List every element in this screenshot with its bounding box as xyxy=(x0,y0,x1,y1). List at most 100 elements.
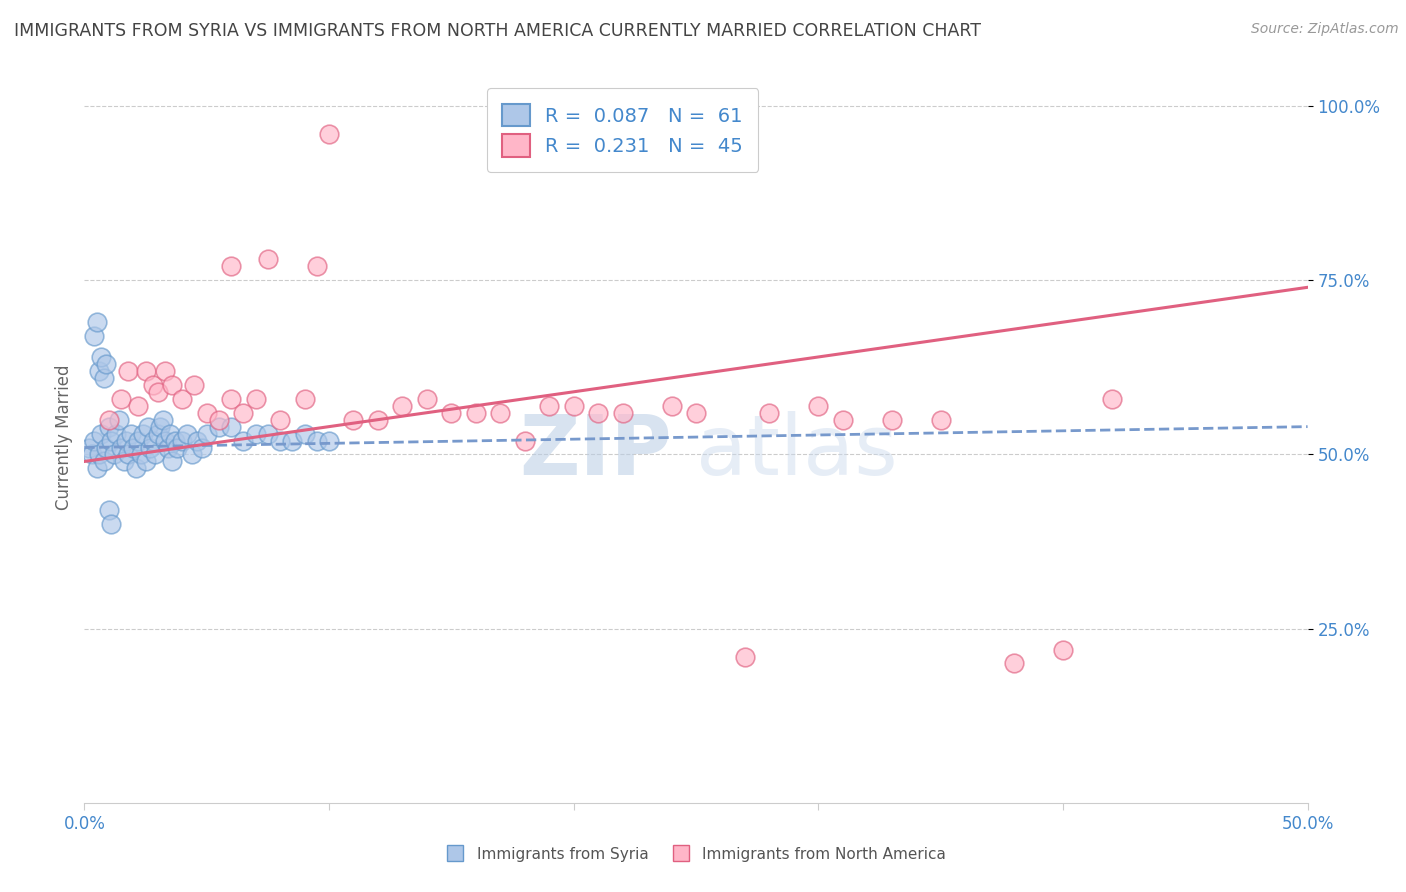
Point xyxy=(127,434,149,448)
Point xyxy=(105,426,128,441)
Point xyxy=(97,503,120,517)
Point xyxy=(219,260,242,274)
Point xyxy=(562,399,585,413)
Point xyxy=(232,434,254,448)
Point xyxy=(159,426,181,441)
Point xyxy=(143,448,166,462)
Point xyxy=(245,392,267,406)
Point xyxy=(100,517,122,532)
Point xyxy=(391,399,413,413)
Point xyxy=(831,412,853,426)
Point xyxy=(125,461,148,475)
Point xyxy=(294,392,316,406)
Point xyxy=(146,384,169,399)
Point xyxy=(807,399,830,413)
Point xyxy=(136,419,159,434)
Point xyxy=(142,434,165,448)
Point xyxy=(880,412,903,426)
Point xyxy=(318,434,340,448)
Point xyxy=(149,419,172,434)
Point xyxy=(97,419,120,434)
Point xyxy=(464,406,486,420)
Point xyxy=(139,441,162,455)
Point xyxy=(83,434,105,448)
Point xyxy=(183,377,205,392)
Point xyxy=(305,434,328,448)
Point xyxy=(586,406,609,420)
Point xyxy=(661,399,683,413)
Point xyxy=(146,426,169,441)
Point xyxy=(142,377,165,392)
Point xyxy=(163,434,186,448)
Point xyxy=(758,406,780,420)
Point xyxy=(172,392,194,406)
Point xyxy=(93,371,115,385)
Point xyxy=(538,399,561,413)
Point xyxy=(294,426,316,441)
Point xyxy=(135,454,157,468)
Point xyxy=(112,454,135,468)
Point xyxy=(281,434,304,448)
Point xyxy=(153,364,176,378)
Point xyxy=(87,364,110,378)
Point xyxy=(132,426,155,441)
Point xyxy=(195,426,218,441)
Point xyxy=(181,448,204,462)
Point xyxy=(93,454,115,468)
Point xyxy=(122,441,145,455)
Point xyxy=(191,441,214,455)
Point xyxy=(195,406,218,420)
Point xyxy=(232,406,254,420)
Point xyxy=(257,426,280,441)
Point xyxy=(269,412,291,426)
Text: atlas: atlas xyxy=(696,411,897,492)
Point xyxy=(734,649,756,664)
Point xyxy=(152,412,174,426)
Point xyxy=(117,364,139,378)
Point xyxy=(107,412,129,426)
Point xyxy=(342,412,364,426)
Point xyxy=(115,434,138,448)
Point xyxy=(489,406,512,420)
Point xyxy=(86,461,108,475)
Point xyxy=(117,448,139,462)
Point xyxy=(153,434,176,448)
Point xyxy=(685,406,707,420)
Point xyxy=(219,392,242,406)
Point xyxy=(367,412,389,426)
Point xyxy=(87,448,110,462)
Point xyxy=(110,392,132,406)
Point xyxy=(135,364,157,378)
Point xyxy=(162,377,184,392)
Point xyxy=(172,434,194,448)
Point xyxy=(612,406,634,420)
Point xyxy=(86,315,108,329)
Text: IMMIGRANTS FROM SYRIA VS IMMIGRANTS FROM NORTH AMERICA CURRENTLY MARRIED CORRELA: IMMIGRANTS FROM SYRIA VS IMMIGRANTS FROM… xyxy=(14,22,981,40)
Point xyxy=(110,441,132,455)
Point xyxy=(929,412,952,426)
Text: ZIP: ZIP xyxy=(519,411,672,492)
Point xyxy=(127,399,149,413)
Point xyxy=(162,454,184,468)
Text: Source: ZipAtlas.com: Source: ZipAtlas.com xyxy=(1251,22,1399,37)
Point xyxy=(513,434,536,448)
Point xyxy=(416,392,439,406)
Point xyxy=(100,434,122,448)
Point xyxy=(90,426,112,441)
Point xyxy=(208,412,231,426)
Point xyxy=(120,426,142,441)
Point xyxy=(96,441,118,455)
Point xyxy=(166,441,188,455)
Point xyxy=(219,419,242,434)
Point xyxy=(1101,392,1123,406)
Point xyxy=(80,448,103,462)
Legend: Immigrants from Syria, Immigrants from North America: Immigrants from Syria, Immigrants from N… xyxy=(440,840,952,868)
Point xyxy=(1052,642,1074,657)
Point xyxy=(96,357,118,371)
Point xyxy=(156,441,179,455)
Point xyxy=(257,252,280,267)
Point xyxy=(305,260,328,274)
Point xyxy=(129,448,152,462)
Point xyxy=(269,434,291,448)
Point xyxy=(77,441,100,455)
